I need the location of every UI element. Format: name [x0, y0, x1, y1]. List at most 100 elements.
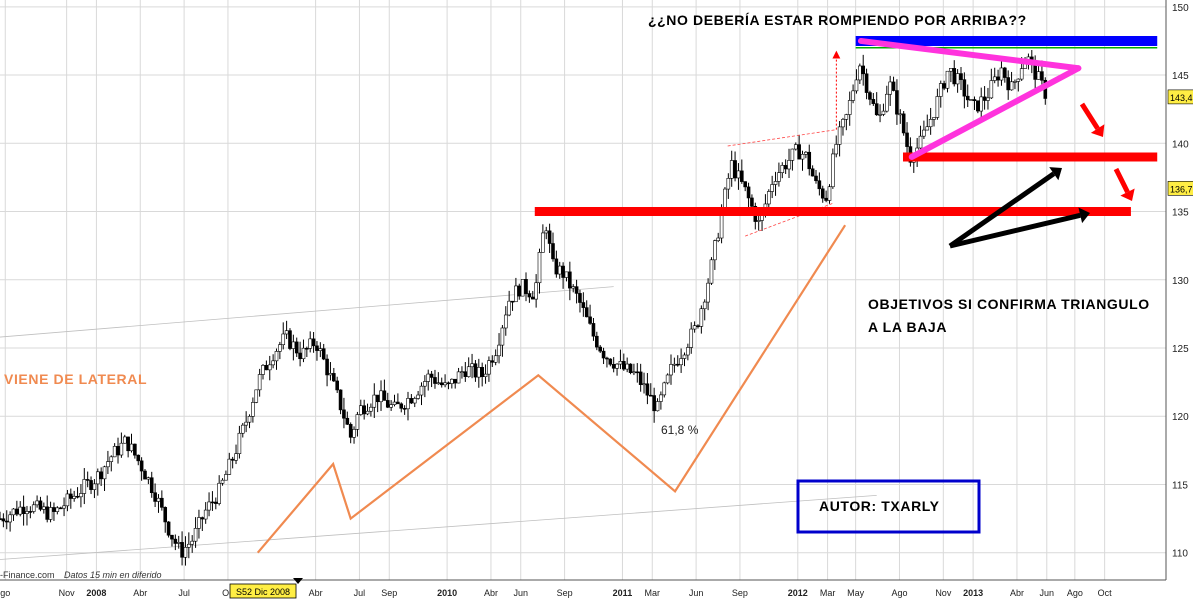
y-tick-label: 140 — [1172, 139, 1189, 150]
candle-body — [689, 328, 694, 348]
candle-body — [240, 424, 245, 434]
x-tick-label: Mar — [820, 588, 836, 598]
candle-body — [122, 436, 127, 444]
candle-body — [669, 364, 673, 376]
candle-body — [362, 405, 366, 415]
candle-body — [267, 364, 272, 371]
candle-body — [605, 357, 609, 360]
autor-annotation: AUTOR: TXARLY — [819, 498, 940, 514]
candle-body — [244, 421, 248, 426]
candle-body — [284, 330, 289, 335]
candle-body — [959, 73, 963, 80]
x-tick-label: Jun — [1040, 588, 1055, 598]
candle-body — [497, 344, 501, 357]
candle-body — [477, 367, 481, 378]
candle-body — [514, 285, 518, 303]
candle-body — [922, 129, 926, 137]
objective-arrow-lower — [949, 207, 1090, 249]
candle-body — [463, 371, 468, 377]
cursor-marker — [293, 578, 304, 584]
candle-body — [787, 160, 791, 170]
candle-body — [503, 314, 508, 329]
candle-body — [868, 92, 872, 100]
candle-body — [608, 358, 613, 365]
candle-body — [325, 358, 329, 376]
candle-body — [530, 296, 535, 300]
candle-body — [82, 479, 87, 494]
candle-body — [426, 373, 431, 382]
candle-body — [490, 360, 495, 363]
y-tick-label: 150 — [1172, 3, 1189, 14]
candle-body — [106, 461, 110, 468]
candle-body — [905, 132, 909, 147]
candle-body — [345, 417, 350, 425]
candle-body — [611, 364, 616, 369]
candle-body — [777, 172, 781, 182]
x-tick-label: Abr — [309, 588, 323, 598]
candle-body — [938, 83, 943, 97]
candle-body — [979, 96, 984, 112]
y-tick-label: 130 — [1172, 276, 1189, 287]
objective-arrow-upper-head — [1049, 167, 1062, 181]
price-tag-box — [1167, 89, 1193, 105]
candle-body — [524, 279, 528, 294]
candle-body — [446, 382, 451, 385]
candle-body — [416, 394, 420, 399]
candle-body — [773, 181, 778, 185]
candle-body — [409, 398, 414, 404]
lower-channel-line — [0, 494, 877, 560]
candle-body — [544, 230, 549, 234]
candle-body — [679, 358, 683, 366]
candle-body — [547, 230, 552, 244]
candle-body — [483, 373, 488, 377]
candle-body — [861, 65, 866, 75]
candle-body — [116, 446, 120, 456]
candle-body — [713, 240, 717, 261]
candle-body — [507, 300, 511, 316]
candle-body — [665, 374, 670, 384]
candle-body — [146, 477, 151, 480]
candle-body — [35, 500, 39, 506]
candle-body — [632, 371, 636, 374]
candle-body — [1009, 81, 1014, 91]
candle-body — [500, 327, 505, 346]
candle-body — [588, 316, 592, 324]
candle-body — [183, 547, 188, 558]
candle-body — [92, 483, 97, 490]
viene-de-lateral-annotation: VIENE DE LATERAL — [4, 371, 147, 387]
candle-body — [210, 501, 215, 504]
candle-body — [423, 381, 427, 387]
candle-body — [638, 371, 643, 385]
candle-body — [891, 81, 896, 91]
candle-body — [520, 279, 525, 297]
candle-body — [311, 338, 316, 347]
candle-body — [99, 471, 103, 480]
objetivos-annotation-line-1: OBJETIVOS SI CONFIRMA TRIANGULO — [868, 296, 1150, 312]
candle-body — [480, 367, 484, 377]
candle-body — [294, 341, 299, 354]
candle-body — [412, 398, 417, 404]
candle-body — [288, 330, 292, 349]
objective-arrow-upper — [948, 167, 1062, 249]
candle-body — [517, 285, 522, 297]
price-tag-label: 143,4 — [1170, 93, 1193, 103]
candle-body — [743, 181, 747, 188]
candle-body — [733, 160, 737, 179]
candle-body — [834, 144, 839, 155]
candle-body — [25, 511, 29, 515]
candle-body — [820, 188, 825, 199]
candle-body — [885, 93, 889, 112]
candle-body — [895, 90, 899, 115]
candle-body — [214, 501, 218, 504]
candle-body — [156, 497, 161, 502]
candle-body — [510, 300, 515, 303]
x-tick-label: 2011 — [613, 588, 633, 598]
x-tick-label: Ago — [891, 588, 907, 598]
candle-body — [814, 175, 818, 182]
candle-body — [358, 405, 363, 415]
candle-body — [133, 443, 137, 456]
candle-body — [419, 385, 424, 396]
candle-body — [166, 521, 171, 536]
objective-arrow-upper-shaft — [948, 171, 1056, 249]
candle-body — [460, 371, 464, 373]
